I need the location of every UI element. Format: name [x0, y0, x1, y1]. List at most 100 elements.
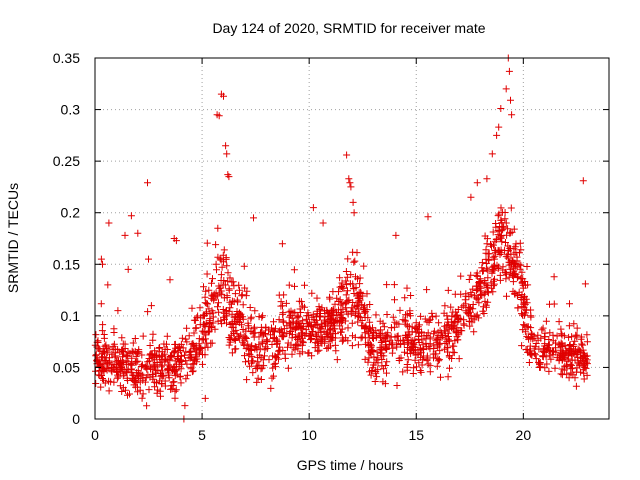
data-point [423, 343, 431, 351]
data-point [182, 348, 190, 356]
data-point [370, 329, 378, 337]
data-point [188, 368, 196, 376]
data-point [267, 384, 275, 392]
y-tick-label: 0.15 [53, 256, 80, 272]
data-point [274, 351, 282, 359]
data-point [366, 318, 374, 326]
data-point [526, 347, 534, 355]
data-point [497, 204, 505, 212]
data-point [482, 246, 490, 254]
data-point [259, 331, 267, 339]
y-tick-label: 0.25 [53, 153, 80, 169]
data-point [444, 335, 452, 343]
data-point [579, 341, 587, 349]
data-point [304, 349, 312, 357]
data-point [493, 261, 501, 269]
data-point [490, 241, 497, 249]
data-point [367, 371, 375, 379]
data-point [382, 344, 389, 352]
data-point [212, 241, 220, 249]
data-point [541, 348, 548, 356]
data-point [406, 307, 414, 315]
data-point [92, 331, 100, 339]
data-point [95, 345, 103, 353]
data-point [170, 366, 178, 374]
data-point [263, 336, 271, 344]
data-point [149, 336, 157, 344]
data-point [576, 347, 584, 355]
data-point [377, 345, 385, 353]
data-point [349, 299, 357, 306]
data-point [352, 273, 359, 281]
data-point [219, 251, 227, 259]
data-point [350, 258, 358, 266]
data-point [99, 353, 107, 361]
data-point [404, 332, 412, 340]
data-point [342, 291, 350, 299]
data-point [242, 358, 249, 366]
data-points [91, 54, 591, 423]
data-point [228, 349, 236, 357]
data-point [490, 262, 498, 270]
data-point [401, 294, 409, 302]
data-point [215, 112, 223, 120]
data-point [503, 251, 511, 259]
data-point [139, 390, 147, 398]
data-point [177, 379, 185, 387]
data-point [516, 239, 524, 247]
y-tick-label: 0.35 [53, 50, 80, 66]
data-point [183, 371, 191, 379]
data-point [202, 287, 210, 295]
data-point [166, 356, 174, 364]
data-point [501, 215, 509, 223]
data-point [377, 339, 385, 346]
data-point [423, 355, 431, 363]
data-point [336, 274, 344, 282]
data-point [111, 352, 119, 360]
data-point [545, 367, 553, 375]
data-point [449, 321, 457, 329]
data-point [157, 392, 164, 400]
data-point [171, 372, 179, 380]
data-point [155, 344, 163, 352]
data-point [546, 351, 554, 359]
data-point [529, 335, 537, 343]
data-point [503, 292, 510, 300]
data-point [323, 345, 331, 352]
data-point [333, 356, 341, 364]
data-point [445, 353, 453, 361]
data-point [218, 263, 226, 271]
data-point [467, 271, 475, 279]
data-point [244, 319, 252, 327]
data-point [488, 150, 496, 158]
data-point [417, 312, 425, 320]
data-point [365, 354, 373, 362]
data-point [495, 123, 503, 131]
data-point [94, 337, 102, 345]
data-point [205, 328, 213, 336]
data-point [244, 340, 252, 348]
data-point [535, 358, 542, 366]
data-point [175, 344, 183, 352]
data-point [450, 349, 458, 357]
data-point [281, 350, 289, 358]
data-point [403, 334, 411, 341]
data-point [437, 373, 444, 381]
data-point [430, 327, 438, 335]
data-point [232, 313, 239, 321]
data-point [118, 334, 126, 342]
data-point [378, 352, 386, 360]
data-point [129, 375, 137, 383]
data-point [557, 343, 565, 350]
data-point [114, 373, 122, 381]
data-point [485, 256, 493, 264]
data-point [366, 301, 374, 308]
data-point [338, 279, 346, 287]
data-point [255, 333, 263, 341]
data-point [555, 357, 563, 365]
data-point [417, 345, 424, 353]
data-point [540, 345, 547, 353]
data-point [317, 310, 324, 317]
data-point [273, 335, 280, 343]
data-point [538, 326, 546, 334]
